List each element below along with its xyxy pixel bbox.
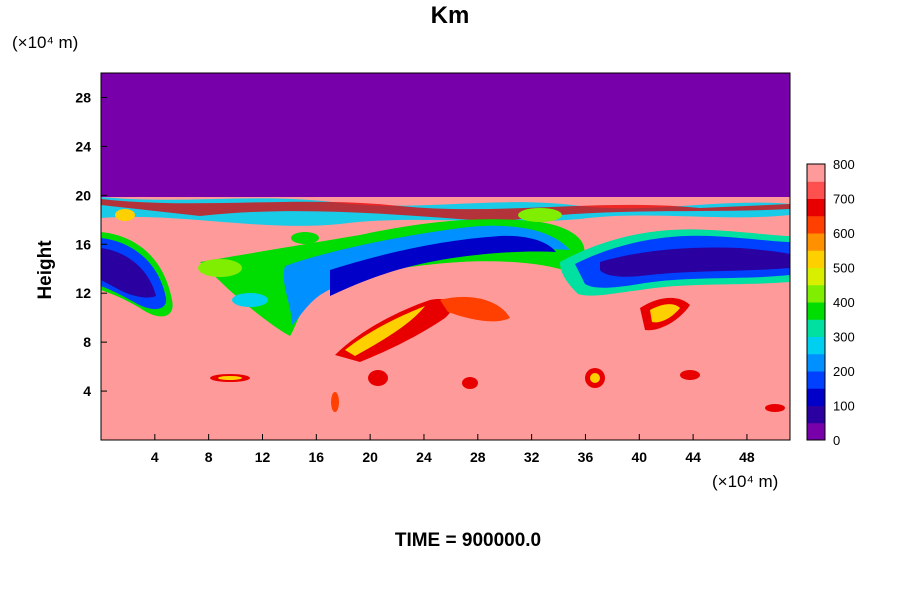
field-features xyxy=(101,73,790,412)
x-tick-label: 24 xyxy=(416,449,432,465)
blob xyxy=(291,232,319,244)
x-tick-label: 20 xyxy=(362,449,378,465)
x-tick-label: 16 xyxy=(309,449,325,465)
colorbar-segment xyxy=(807,388,825,406)
colorbar-tick-label: 0 xyxy=(833,433,840,448)
y-tick-label: 4 xyxy=(83,383,91,399)
colorbar-segment xyxy=(807,215,825,234)
left-pocket-inner xyxy=(101,248,156,298)
x-tick-label: 32 xyxy=(524,449,540,465)
x-axis-unit: (×10⁴ m) xyxy=(712,472,779,491)
colorbar-tick-label: 800 xyxy=(833,157,855,172)
colorbar-segment xyxy=(807,233,825,251)
colorbar-segment xyxy=(807,336,825,355)
x-tick-label: 48 xyxy=(739,449,755,465)
x-axis-ticks: 4 8 12 16 20 24 28 32 36 40 44 48 xyxy=(151,434,755,465)
colorbar-segment xyxy=(807,164,825,182)
lower-patch xyxy=(462,377,478,389)
y-tick-label: 20 xyxy=(75,187,91,203)
colorbar-segment xyxy=(807,267,825,286)
colorbar-tick-label: 100 xyxy=(833,399,855,414)
lower-patch xyxy=(680,370,700,380)
y-tick-label: 28 xyxy=(75,89,91,105)
chart-title: Km xyxy=(430,2,470,29)
lower-patch-core xyxy=(650,304,680,323)
x-tick-label: 12 xyxy=(255,449,271,465)
colorbar-tick-label: 300 xyxy=(833,330,855,345)
y-tick-label: 12 xyxy=(75,285,91,301)
lower-patch xyxy=(440,296,510,322)
colorbar-frame xyxy=(806,163,826,441)
x-tick-label: 28 xyxy=(470,449,486,465)
colorbar-segment xyxy=(807,181,825,199)
y-tick-label: 24 xyxy=(75,138,91,154)
colorbar-segment xyxy=(807,302,825,320)
colorbar-segment xyxy=(807,422,825,441)
blob xyxy=(518,208,562,222)
plot-frame xyxy=(100,72,791,441)
x-tick-label: 8 xyxy=(205,449,213,465)
x-tick-label: 4 xyxy=(151,449,159,465)
colorbar-tick-label: 700 xyxy=(833,192,855,207)
colorbar-segment xyxy=(807,405,825,424)
y-tick-label: 8 xyxy=(83,334,91,350)
time-annotation: TIME = 900000.0 xyxy=(394,530,542,551)
colorbar-segment xyxy=(807,284,825,303)
colorbar-segment xyxy=(807,319,825,337)
blob xyxy=(115,209,135,221)
x-tick-label: 44 xyxy=(685,449,701,465)
colorbar-tick-label: 400 xyxy=(833,295,855,310)
colorbar-segment xyxy=(807,371,825,389)
lower-patch-core xyxy=(590,373,600,383)
y-axis-ticks: 4 8 12 16 20 24 28 xyxy=(75,89,107,399)
lower-patch-core xyxy=(345,306,425,356)
lower-patch-core xyxy=(218,376,242,380)
upper-layer xyxy=(101,73,790,197)
x-tick-label: 36 xyxy=(578,449,594,465)
boundary-edge xyxy=(101,199,790,222)
colorbar-ticks: 800 700 600 500 400 300 200 100 0 xyxy=(833,157,855,448)
colorbar-tick-label: 200 xyxy=(833,364,855,379)
colorbar-segment xyxy=(807,198,825,217)
right-wedge-inner xyxy=(600,247,790,277)
central-band-inner xyxy=(330,235,556,296)
colorbar-segment xyxy=(807,353,825,372)
y-tick-label: 16 xyxy=(75,236,91,252)
colorbar-tick-label: 600 xyxy=(833,226,855,241)
colorbar-tick-label: 500 xyxy=(833,261,855,276)
x-tick-label: 40 xyxy=(631,449,647,465)
blob xyxy=(232,293,268,307)
colorbar xyxy=(806,163,826,441)
colorbar-segment xyxy=(807,250,825,268)
lower-patch xyxy=(331,392,339,412)
blob xyxy=(198,259,242,277)
lower-patch xyxy=(765,404,785,412)
lower-patch xyxy=(368,370,388,386)
y-axis-unit: (×10⁴ m) xyxy=(12,33,79,52)
